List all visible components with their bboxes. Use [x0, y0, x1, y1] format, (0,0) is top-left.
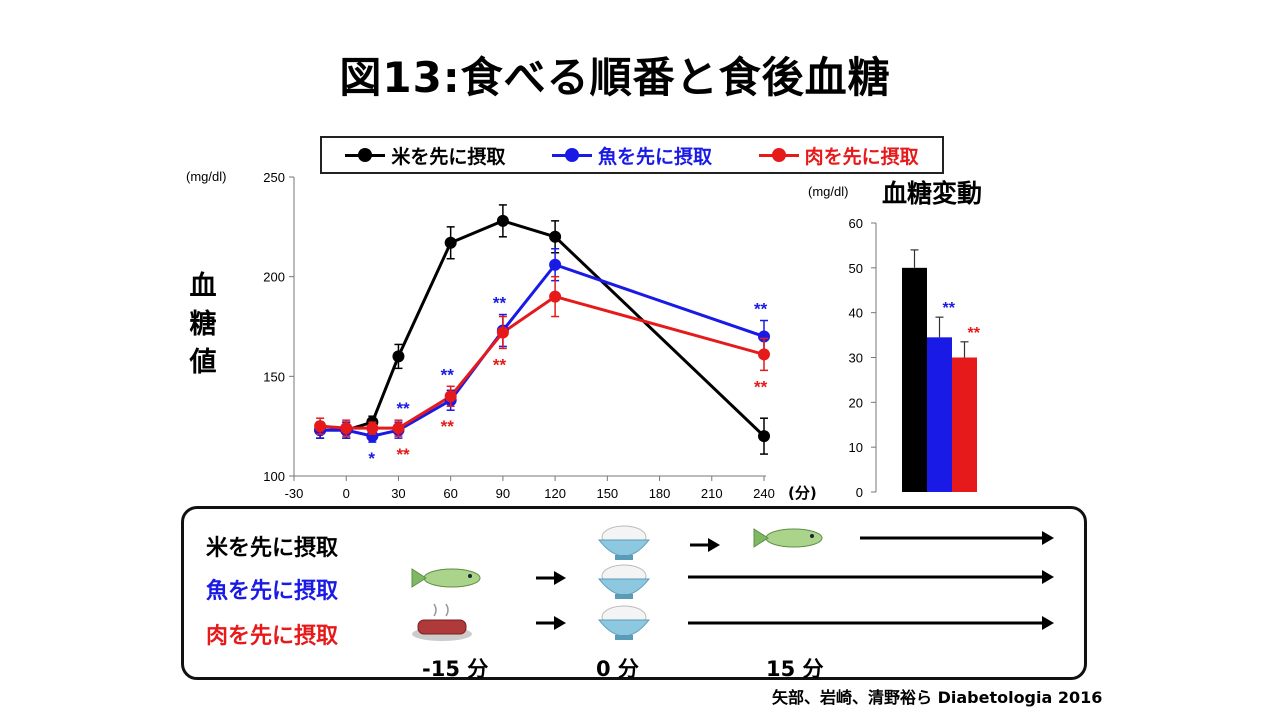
bar-chart-y-tick-label: 60: [849, 216, 863, 231]
citation: 矢部、岩崎、清野裕ら Diabetologia 2016: [772, 688, 1103, 707]
bar-chart-y-tick-label: 40: [849, 306, 863, 321]
protocol-rice-bowl-1-bowl-base: [615, 555, 633, 560]
bar-chart-y-tick-label: 20: [849, 395, 863, 410]
significance-marker: **: [441, 365, 455, 384]
data-point: [392, 350, 405, 363]
protocol-rice-bowl-3-bowl-base: [615, 635, 633, 640]
significance-marker: *: [368, 449, 375, 468]
legend-item-rice: 米を先に摂取: [345, 142, 505, 169]
line-chart-x-tick-label: 0: [343, 486, 350, 501]
bar-chart-title: 血糖変動: [882, 179, 982, 208]
line-chart-x-unit: (分): [788, 484, 817, 502]
data-point: [758, 330, 770, 343]
protocol-arrow-short-head: [708, 538, 720, 552]
protocol-fish-2-fish-eye: [468, 574, 472, 578]
time-label-minus15: -15 分: [422, 657, 489, 681]
bar-chart-y-tick-label: 50: [849, 261, 863, 276]
time-label-15: 15 分: [766, 657, 824, 681]
protocol-fish-2-fish-tail: [411, 568, 427, 588]
bar-significance-marker: **: [968, 325, 981, 342]
protocol-steak-steak: [417, 619, 467, 635]
significance-marker: **: [396, 399, 410, 418]
time-label-0: 0 分: [596, 657, 639, 681]
line-chart-x-tick-label: 210: [701, 486, 723, 501]
significance-marker: **: [754, 377, 768, 396]
series-line: [320, 262, 765, 438]
protocol-arrow-short-head: [554, 571, 566, 585]
bar-significance-marker: **: [943, 300, 956, 317]
bar-chart-y-unit: (mg/dl): [808, 184, 848, 199]
data-point: [549, 230, 562, 243]
line-chart-x-tick-label: 60: [443, 486, 457, 501]
line-chart-x-tick-label: 30: [391, 486, 405, 501]
significance-marker: **: [441, 417, 455, 436]
legend-label-fish: 魚を先に摂取: [597, 145, 712, 168]
data-point: [314, 420, 327, 433]
line-chart-x-tick-label: 90: [496, 486, 510, 501]
protocol-arrow-short-head: [554, 616, 566, 630]
series-line: [320, 219, 766, 438]
protocol-box: [181, 506, 1087, 680]
line-chart-x-tick-label: 240: [753, 486, 775, 501]
line-chart-y-tick-label: 100: [263, 469, 285, 484]
line-chart-x-tick-label: 120: [544, 486, 566, 501]
data-point: [444, 236, 457, 249]
data-point: [549, 290, 562, 303]
protocol-arrow-long-head: [1042, 616, 1054, 630]
y-axis-title: 血糖値: [189, 271, 217, 378]
line-chart-x-tick-label: 180: [649, 486, 671, 501]
protocol-fish-1-fish-eye: [810, 534, 814, 538]
line-chart-y-tick-label: 200: [263, 270, 285, 285]
protocol-rice-bowl-2-bowl-base: [615, 594, 633, 599]
line-chart-y-tick-label: 250: [263, 170, 285, 185]
protocol-arrow-long-head: [1042, 531, 1054, 545]
line-chart-x-tick-label: -30: [285, 486, 304, 501]
bar-chart-y-tick-label: 10: [849, 440, 863, 455]
significance-marker: **: [396, 445, 410, 464]
protocol-label-rice: 米を先に摂取: [206, 536, 339, 561]
bar-chart-y-tick-label: 30: [849, 351, 863, 366]
protocol-fish-1-fish-tail: [753, 528, 769, 548]
legend-marker-rice: [345, 147, 386, 162]
data-point: [758, 430, 770, 443]
line-chart-y-tick-label: 150: [263, 369, 285, 384]
data-point: [549, 258, 562, 271]
significance-marker: **: [493, 355, 507, 374]
data-point: [758, 348, 770, 361]
protocol-label-meat: 肉を先に摂取: [206, 624, 339, 649]
protocol-arrow-long-head: [1042, 570, 1054, 584]
bar-chart-y-tick-label: 0: [856, 485, 863, 500]
series-line: [319, 294, 765, 430]
legend-marker-fish: [551, 147, 592, 162]
page-title: 図13:食べる順番と食後血糖: [339, 53, 891, 102]
bar: [952, 357, 977, 492]
bar: [902, 267, 927, 492]
data-point: [392, 422, 405, 435]
chart-legend: 米を先に摂取 魚を先に摂取 肉を先に摂取: [320, 136, 944, 174]
data-point: [340, 422, 353, 435]
protocol-steak-steam: [433, 603, 449, 617]
significance-marker: **: [493, 294, 507, 313]
significance-marker: **: [754, 300, 768, 319]
legend-item-fish: 魚を先に摂取: [551, 142, 712, 169]
line-chart-x-tick-label: 150: [596, 486, 618, 501]
bar: [927, 337, 952, 492]
legend-item-meat: 肉を先に摂取: [758, 142, 919, 169]
legend-label-meat: 肉を先に摂取: [804, 145, 919, 168]
data-point: [496, 214, 509, 227]
legend-marker-meat: [758, 147, 799, 162]
data-point: [444, 390, 457, 403]
protocol-label-fish: 魚を先に摂取: [206, 579, 339, 604]
data-point: [366, 422, 379, 435]
data-point: [496, 326, 509, 339]
line-chart-y-unit: (mg/dl): [186, 169, 226, 184]
legend-label-rice: 米を先に摂取: [391, 145, 506, 168]
